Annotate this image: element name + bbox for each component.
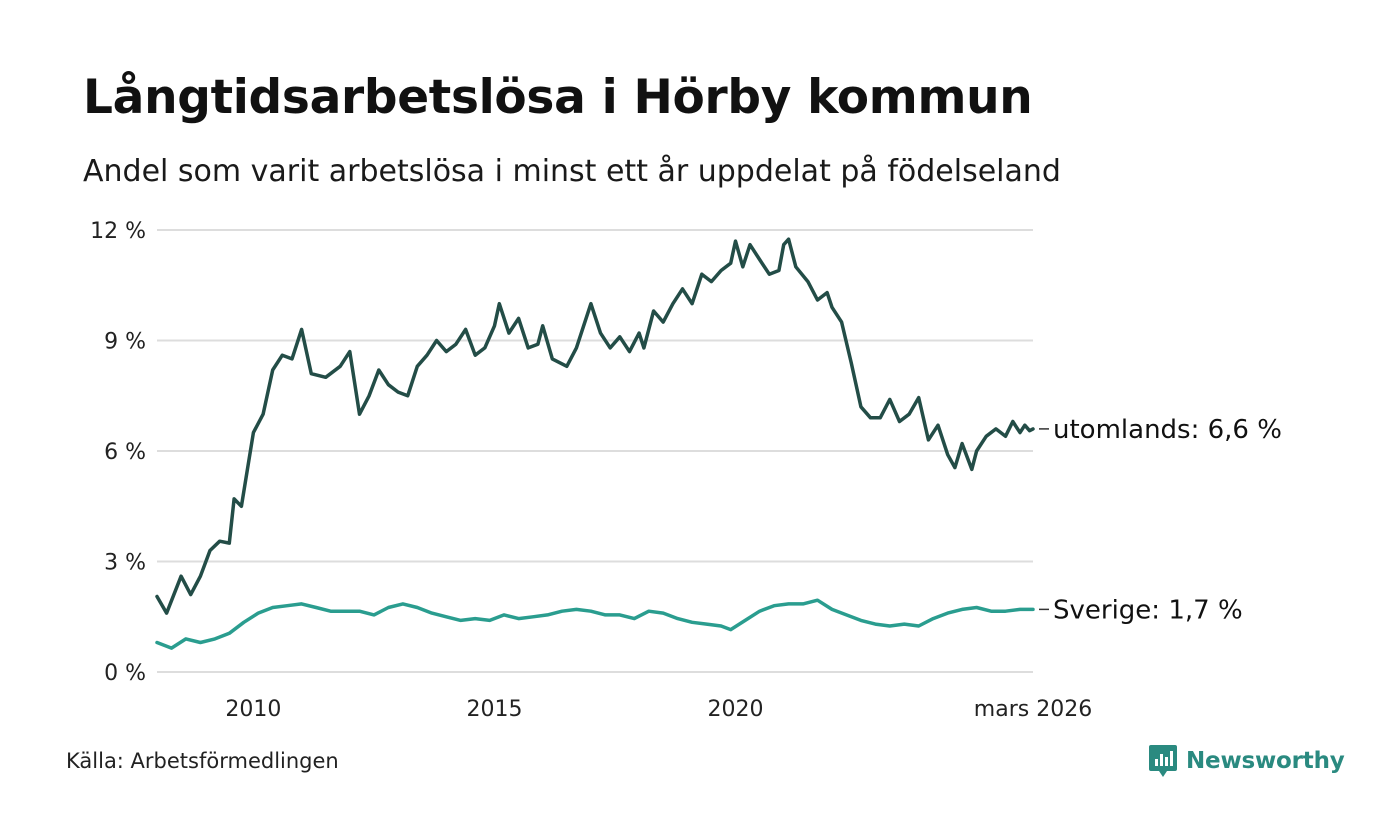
newsworthy-logo: Newsworthy [1148, 744, 1345, 778]
brand-name: Newsworthy [1186, 748, 1345, 774]
series-line-sverige [155, 598, 1035, 650]
brand-chat-icon [1149, 745, 1177, 777]
x-tick-label: mars 2026 [974, 697, 1092, 722]
series-lines [155, 237, 1035, 650]
x-axis: 2010 2015 2020 mars 2026 [225, 697, 1092, 722]
x-tick-label: 2010 [225, 697, 281, 722]
y-tick-label: 12 % [90, 219, 146, 244]
y-tick-label: 6 % [104, 440, 146, 465]
y-tick-label: 3 % [104, 551, 146, 576]
series-line-utomlands [155, 237, 1035, 615]
end-label-sverige: Sverige: 1,7 % [1053, 595, 1243, 625]
y-tick-label: 9 % [104, 330, 146, 355]
chart-subtitle: Andel som varit arbetslösa i minst ett å… [83, 154, 1061, 189]
x-tick-label: 2015 [466, 697, 522, 722]
x-tick-label: 2020 [708, 697, 764, 722]
y-axis: 0 % 3 % 6 % 9 % 12 % [90, 219, 146, 686]
chart-title: Långtidsarbetslösa i Hörby kommun [83, 70, 1033, 125]
y-tick-label: 0 % [104, 661, 146, 686]
series-end-labels: utomlands: 6,6 % Sverige: 1,7 % [1039, 415, 1282, 625]
end-label-utomlands: utomlands: 6,6 % [1053, 415, 1282, 445]
source-note: Källa: Arbetsförmedlingen [66, 749, 339, 773]
